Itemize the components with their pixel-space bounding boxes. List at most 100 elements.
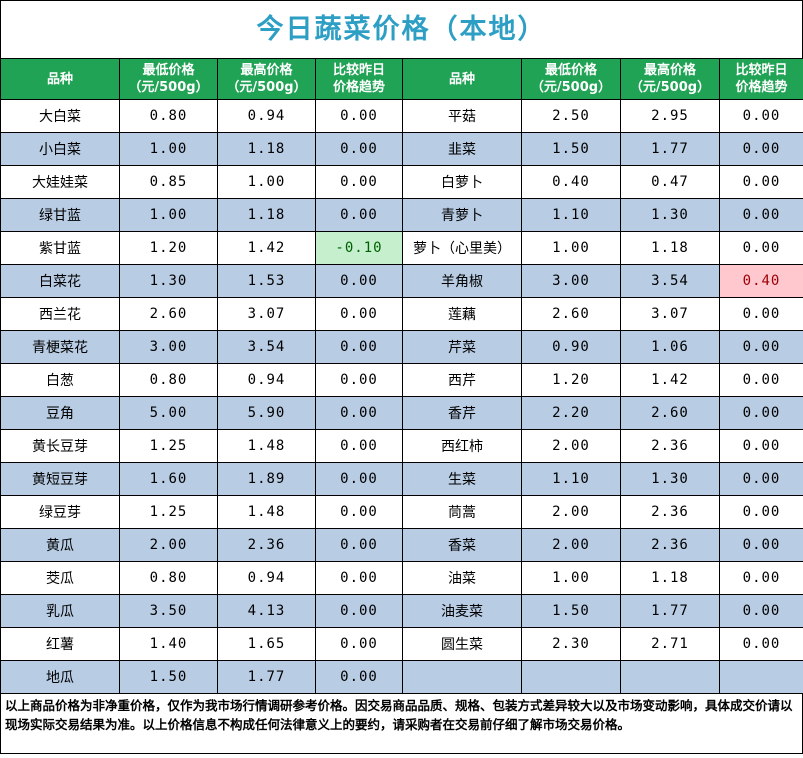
right-high-price-cell: 1.77 — [620, 594, 720, 628]
header-trend-label2: 价格趋势 — [735, 80, 788, 95]
table-row: 紫甘蓝 1.20 1.42 -0.10 萝卜（心里美） 1.00 1.18 0.00 — [0, 231, 803, 265]
left-price-trend-cell: 0.00 — [315, 363, 403, 397]
left-price-trend-cell: 0.00 — [315, 198, 403, 232]
right-high-price-cell: 1.77 — [620, 132, 720, 166]
left-price-trend-cell: 0.00 — [315, 99, 403, 133]
right-price-trend-cell: 0.40 — [719, 264, 803, 298]
left-high-price-cell: 1.65 — [217, 627, 316, 661]
right-item-name-cell: 茼蒿 — [402, 495, 522, 529]
left-low-price-cell: 1.20 — [119, 231, 218, 265]
left-low-price-cell: 1.00 — [119, 198, 218, 232]
right-low-price-cell: 1.00 — [521, 231, 621, 265]
left-low-price-cell: 0.85 — [119, 165, 218, 199]
header-high-right: 最高价格 （元/500g） — [620, 58, 720, 100]
right-high-price-cell: 2.36 — [620, 528, 720, 562]
left-low-price-cell: 1.50 — [119, 660, 218, 694]
right-high-price-cell: 2.60 — [620, 396, 720, 430]
right-price-trend-cell: 0.00 — [719, 231, 803, 265]
left-high-price-cell: 4.13 — [217, 594, 316, 628]
left-low-price-cell: 1.25 — [119, 495, 218, 529]
left-high-price-cell: 1.00 — [217, 165, 316, 199]
left-high-price-cell: 0.94 — [217, 99, 316, 133]
left-item-name-cell: 豆角 — [0, 396, 120, 430]
header-high-left: 最高价格 （元/500g） — [217, 58, 316, 100]
right-low-price-cell: 1.00 — [521, 561, 621, 595]
header-trend-label: 比较昨日 — [735, 63, 788, 78]
table-row: 小白菜 1.00 1.18 0.00 韭菜 1.50 1.77 0.00 — [0, 132, 803, 166]
left-high-price-cell: 1.48 — [217, 495, 316, 529]
table-row: 红薯 1.40 1.65 0.00 圆生菜 2.30 2.71 0.00 — [0, 627, 803, 661]
right-item-name-cell: 油菜 — [402, 561, 522, 595]
table-row: 青梗菜花 3.00 3.54 0.00 芹菜 0.90 1.06 0.00 — [0, 330, 803, 364]
left-high-price-cell: 1.77 — [217, 660, 316, 694]
left-high-price-cell: 1.18 — [217, 198, 316, 232]
left-price-trend-cell: 0.00 — [315, 330, 403, 364]
left-low-price-cell: 1.40 — [119, 627, 218, 661]
left-low-price-cell: 2.60 — [119, 297, 218, 331]
right-low-price-cell: 2.00 — [521, 429, 621, 463]
right-high-price-cell: 1.30 — [620, 198, 720, 232]
left-price-trend-cell: 0.00 — [315, 594, 403, 628]
left-item-name-cell: 白葱 — [0, 363, 120, 397]
right-price-trend-cell: 0.00 — [719, 561, 803, 595]
left-item-name-cell: 黄瓜 — [0, 528, 120, 562]
left-price-trend-cell: 0.00 — [315, 528, 403, 562]
header-trend-right: 比较昨日 价格趋势 — [719, 58, 803, 100]
left-high-price-cell: 2.36 — [217, 528, 316, 562]
header-high-label: 最高价格 — [240, 63, 293, 78]
left-price-trend-cell: 0.00 — [315, 462, 403, 496]
right-price-trend-cell: 0.00 — [719, 495, 803, 529]
table-row: 黄长豆芽 1.25 1.48 0.00 西红柿 2.00 2.36 0.00 — [0, 429, 803, 463]
left-high-price-cell: 0.94 — [217, 561, 316, 595]
right-low-price-cell: 0.40 — [521, 165, 621, 199]
left-item-name-cell: 红薯 — [0, 627, 120, 661]
right-high-price-cell: 3.54 — [620, 264, 720, 298]
table-row: 绿豆芽 1.25 1.48 0.00 茼蒿 2.00 2.36 0.00 — [0, 495, 803, 529]
right-low-price-cell: 3.00 — [521, 264, 621, 298]
left-high-price-cell: 5.90 — [217, 396, 316, 430]
header-low-label: 最低价格 — [544, 63, 597, 78]
right-price-trend-cell: 0.00 — [719, 165, 803, 199]
table-row: 黄瓜 2.00 2.36 0.00 香菜 2.00 2.36 0.00 — [0, 528, 803, 562]
header-low-unit: （元/500g） — [530, 80, 612, 95]
right-high-price-cell: 2.71 — [620, 627, 720, 661]
left-item-name-cell: 青梗菜花 — [0, 330, 120, 364]
right-item-name-cell: 芹菜 — [402, 330, 522, 364]
right-low-price-cell: 2.30 — [521, 627, 621, 661]
right-item-name-cell: 西红柿 — [402, 429, 522, 463]
left-item-name-cell: 黄长豆芽 — [0, 429, 120, 463]
table-header-row: 品种 最低价格 （元/500g） 最高价格 （元/500g） 比较昨日 价格趋势 品种… — [0, 58, 803, 100]
left-high-price-cell: 1.53 — [217, 264, 316, 298]
right-price-trend-cell: 0.00 — [719, 363, 803, 397]
right-low-price-cell: 1.10 — [521, 198, 621, 232]
right-high-price-cell — [620, 660, 720, 694]
left-item-name-cell: 绿甘蓝 — [0, 198, 120, 232]
right-item-name-cell: 平菇 — [402, 99, 522, 133]
left-item-name-cell: 大白菜 — [0, 99, 120, 133]
page-title: 今日蔬菜价格（本地） — [0, 0, 803, 58]
left-high-price-cell: 1.42 — [217, 231, 316, 265]
right-item-name-cell: 莲藕 — [402, 297, 522, 331]
right-price-trend-cell: 0.00 — [719, 528, 803, 562]
left-item-name-cell: 西兰花 — [0, 297, 120, 331]
right-high-price-cell: 1.42 — [620, 363, 720, 397]
right-item-name-cell: 油麦菜 — [402, 594, 522, 628]
left-high-price-cell: 1.48 — [217, 429, 316, 463]
table-row: 地瓜 1.50 1.77 0.00 — [0, 660, 803, 694]
right-price-trend-cell: 0.00 — [719, 198, 803, 232]
right-low-price-cell: 0.90 — [521, 330, 621, 364]
table-row: 茭瓜 0.80 0.94 0.00 油菜 1.00 1.18 0.00 — [0, 561, 803, 595]
right-high-price-cell: 1.06 — [620, 330, 720, 364]
left-low-price-cell: 5.00 — [119, 396, 218, 430]
left-low-price-cell: 2.00 — [119, 528, 218, 562]
header-name-right: 品种 — [402, 58, 522, 100]
left-item-name-cell: 绿豆芽 — [0, 495, 120, 529]
right-high-price-cell: 2.36 — [620, 429, 720, 463]
right-low-price-cell: 2.00 — [521, 528, 621, 562]
table-row: 豆角 5.00 5.90 0.00 香芹 2.20 2.60 0.00 — [0, 396, 803, 430]
left-low-price-cell: 3.50 — [119, 594, 218, 628]
left-high-price-cell: 3.54 — [217, 330, 316, 364]
left-price-trend-cell: 0.00 — [315, 627, 403, 661]
right-low-price-cell: 1.50 — [521, 132, 621, 166]
left-high-price-cell: 0.94 — [217, 363, 316, 397]
